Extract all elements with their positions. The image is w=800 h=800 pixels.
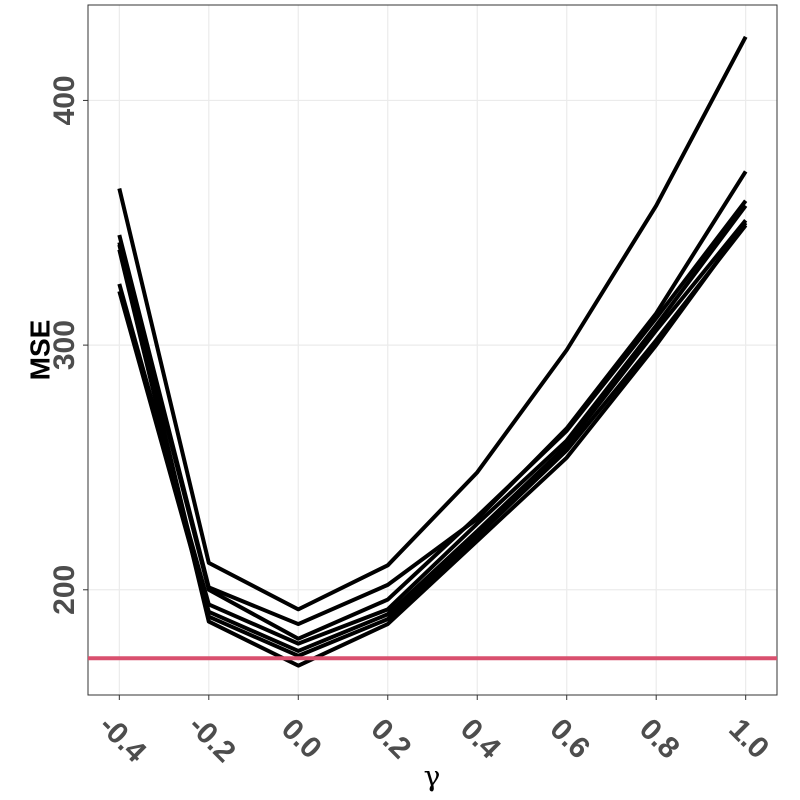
y-tick-label: 400: [48, 75, 81, 125]
x-tick-label: -0.4: [92, 709, 152, 769]
series-line: [117, 221, 748, 668]
x-tick-label: 0.4: [454, 712, 507, 765]
plot-border: [87, 4, 778, 696]
series-line: [117, 223, 748, 658]
y-tick-label: 300: [48, 320, 81, 370]
x-tick-label: 0.0: [275, 712, 328, 765]
y-axis-label: MSE: [24, 320, 55, 381]
series-line: [117, 199, 748, 641]
x-tick-label: 1.0: [722, 712, 775, 765]
series-line: [117, 170, 748, 627]
x-tick-label: 0.2: [364, 712, 417, 765]
x-tick-label: 0.6: [543, 712, 596, 765]
series-line: [117, 35, 748, 612]
series-line: [117, 204, 748, 646]
x-tick-label: -0.2: [182, 709, 242, 769]
series-line: [117, 219, 748, 653]
x-axis-label: γ: [424, 760, 441, 793]
y-tick-label: 200: [48, 565, 81, 615]
x-tick-label: 0.8: [633, 712, 686, 765]
